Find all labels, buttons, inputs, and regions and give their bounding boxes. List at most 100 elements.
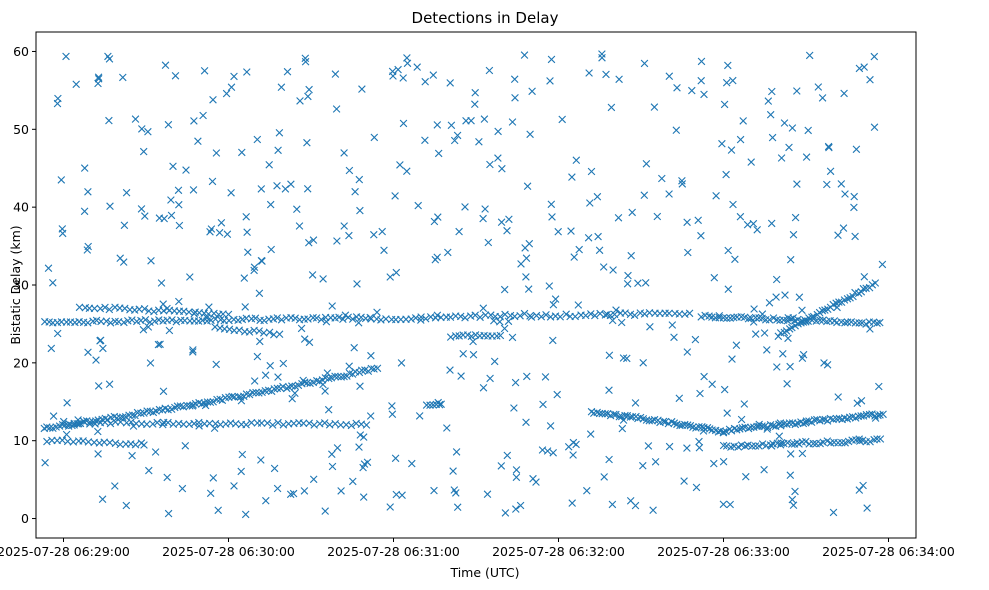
- data-point: [497, 462, 506, 470]
- data-point: [728, 355, 736, 363]
- data-point: [870, 52, 879, 61]
- data-point: [719, 441, 728, 450]
- data-point: [277, 316, 286, 324]
- data-point: [388, 67, 397, 76]
- data-point: [695, 437, 703, 446]
- data-point: [619, 354, 628, 362]
- data-point: [678, 180, 687, 188]
- data-point: [84, 348, 92, 357]
- data-point: [53, 329, 62, 338]
- data-point: [392, 268, 401, 277]
- data-point: [860, 63, 868, 71]
- data-point: [501, 509, 510, 517]
- data-point: [684, 248, 692, 257]
- data-point: [496, 318, 504, 326]
- data-point: [94, 382, 103, 390]
- data-point: [609, 266, 617, 274]
- data-point: [834, 231, 842, 239]
- data-point: [147, 257, 155, 265]
- data-point: [178, 484, 187, 493]
- data-point: [591, 311, 599, 320]
- data-point: [120, 221, 129, 230]
- data-point: [279, 382, 287, 391]
- data-point: [737, 415, 746, 424]
- data-point: [639, 461, 647, 470]
- data-point: [321, 507, 329, 515]
- data-point: [683, 348, 692, 356]
- data-point: [605, 386, 613, 394]
- data-point: [446, 79, 454, 87]
- data-point: [325, 374, 333, 383]
- data-point: [562, 310, 570, 318]
- data-point: [98, 495, 107, 503]
- data-point: [331, 70, 340, 78]
- data-point: [434, 213, 442, 221]
- data-point: [146, 359, 155, 367]
- data-point: [362, 421, 371, 429]
- data-point: [355, 175, 364, 184]
- data-point: [151, 448, 160, 456]
- data-point: [623, 354, 631, 363]
- data-point: [403, 59, 412, 68]
- data-point: [494, 127, 502, 136]
- data-point: [391, 454, 400, 463]
- data-point: [84, 319, 92, 327]
- data-point: [685, 309, 694, 318]
- data-point: [767, 219, 776, 228]
- data-point: [195, 422, 203, 430]
- data-point: [500, 285, 509, 294]
- data-point: [808, 313, 816, 321]
- data-point: [175, 221, 184, 230]
- y-axis: 0 10 20 30 40 50 60: [13, 44, 36, 526]
- data-point: [273, 314, 282, 322]
- data-point: [805, 51, 814, 60]
- data-point: [345, 362, 353, 370]
- data-point: [722, 78, 731, 87]
- data-point: [820, 359, 828, 367]
- data-point: [554, 227, 562, 236]
- data-point: [646, 323, 654, 331]
- data-point: [422, 401, 431, 409]
- data-point: [763, 425, 771, 433]
- data-point: [855, 64, 864, 73]
- data-point: [339, 315, 347, 323]
- data-point: [172, 317, 181, 326]
- data-point: [324, 405, 333, 414]
- data-point: [575, 245, 583, 254]
- data-point: [190, 117, 198, 125]
- data-point: [743, 220, 752, 229]
- data-point: [92, 316, 101, 325]
- data-point: [86, 418, 94, 426]
- data-point: [694, 216, 702, 225]
- data-point: [648, 417, 656, 425]
- data-point: [367, 315, 375, 323]
- y-tick-label: 60: [13, 44, 29, 59]
- data-point: [758, 310, 767, 318]
- data-point: [640, 191, 649, 199]
- data-point: [850, 203, 858, 212]
- data-point: [275, 129, 284, 137]
- data-point: [843, 295, 852, 303]
- data-point: [744, 314, 753, 323]
- data-point: [303, 138, 311, 147]
- data-point: [309, 475, 318, 484]
- data-point: [403, 167, 411, 175]
- data-point: [731, 255, 739, 264]
- data-point: [47, 344, 56, 353]
- data-point: [72, 80, 80, 89]
- data-point: [765, 299, 774, 307]
- data-point: [480, 115, 489, 123]
- data-point: [186, 273, 194, 281]
- data-point: [414, 201, 422, 210]
- data-point: [825, 143, 833, 152]
- data-point: [786, 471, 795, 479]
- data-point: [230, 72, 238, 81]
- data-point: [549, 300, 558, 309]
- data-point: [504, 317, 513, 326]
- data-point: [444, 248, 452, 257]
- data-point: [356, 382, 364, 390]
- data-point: [680, 477, 688, 485]
- data-point: [174, 186, 183, 195]
- data-point: [751, 442, 760, 450]
